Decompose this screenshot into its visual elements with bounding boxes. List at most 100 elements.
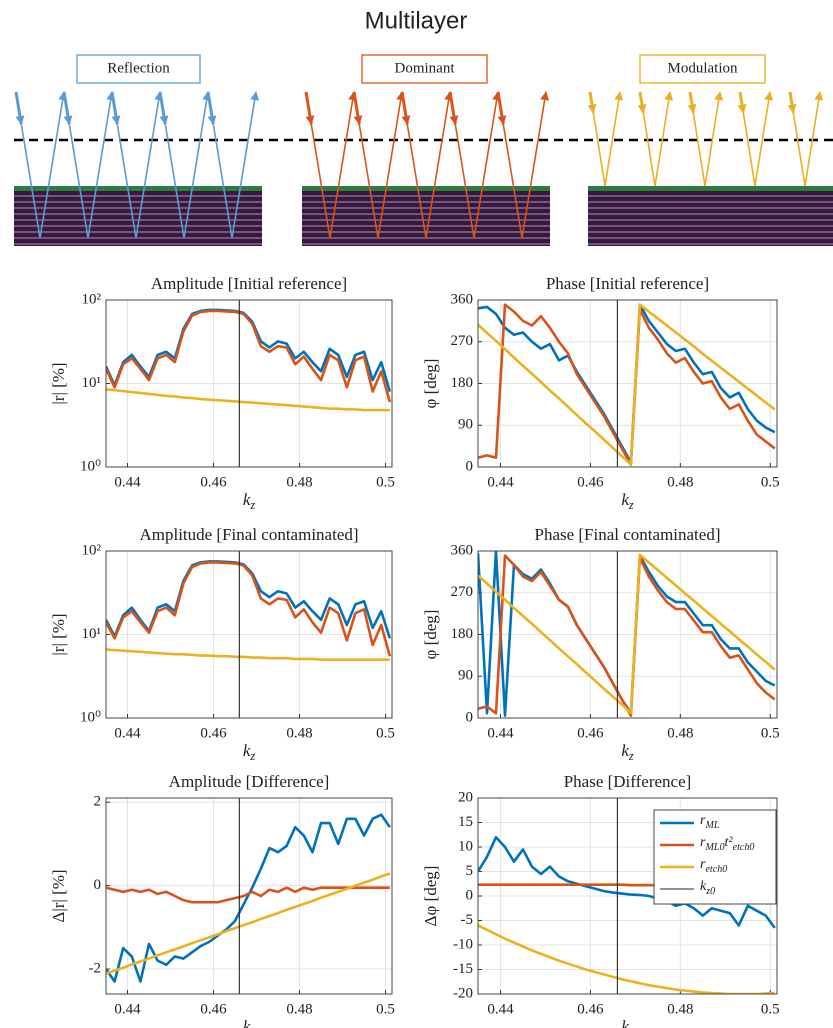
- incident-ray: [454, 123, 475, 239]
- y-tick-label: -2: [89, 960, 102, 976]
- y-tick-label: 10²: [82, 542, 102, 558]
- series-line: [478, 303, 776, 466]
- chart: 0.44 0.46 0.48 0.5 0 90 180 270 360 Phase [Initia…: [421, 274, 780, 512]
- y-tick-label: 180: [451, 626, 474, 642]
- x-tick-label: 0.48: [286, 1001, 312, 1017]
- incident-arrow: [206, 91, 217, 126]
- x-tick-label: 0.5: [376, 725, 395, 741]
- x-axis-label: kz: [621, 1017, 634, 1028]
- y-tick-label: 15: [458, 814, 473, 830]
- x-axis-label: kz: [243, 490, 256, 512]
- x-tick-label: 0.46: [577, 474, 604, 490]
- x-axis-label: kz: [243, 1017, 256, 1028]
- y-axis-label: φ [deg]: [421, 610, 440, 660]
- label-box: [361, 54, 488, 84]
- incident-ray: [792, 112, 806, 187]
- legend-label: rML: [700, 813, 720, 831]
- y-tick-label: 10¹: [82, 626, 102, 642]
- y-tick-label: 10⁰: [80, 709, 101, 725]
- incident-ray: [212, 123, 233, 239]
- incident-arrow: [496, 91, 507, 126]
- chart-title: Phase [Final contaminated]: [534, 525, 720, 544]
- incident-ray: [502, 123, 523, 239]
- x-tick-label: 0.48: [667, 474, 693, 490]
- series-group: [106, 551, 392, 718]
- series-line: [106, 872, 391, 975]
- plot-frame: [477, 797, 778, 995]
- chart: 0.44 0.46 0.48 0.5 -20 -15 -10 -5 0 5 10 15 20 Phase …: [421, 772, 780, 1028]
- x-tick-label: 0.48: [667, 1001, 693, 1017]
- series-group: [106, 798, 391, 994]
- y-axis-label: Δφ [deg]: [421, 866, 440, 927]
- legend-box: [653, 809, 777, 905]
- incident-arrow: [14, 91, 25, 126]
- incident-ray: [310, 123, 331, 239]
- x-tick-label: 0.5: [376, 1001, 395, 1017]
- x-tick-label: 0.46: [200, 725, 227, 741]
- cap-layer: [14, 186, 262, 191]
- y-tick-label: 20: [458, 789, 473, 805]
- cap-layer: [302, 186, 550, 191]
- y-tick-label: 90: [458, 668, 473, 684]
- y-tick-label: 2: [94, 794, 102, 810]
- cap-layer: [588, 186, 833, 191]
- y-tick-label: 360: [451, 542, 474, 558]
- incident-arrow: [637, 91, 647, 114]
- x-tick-label: 0.5: [761, 725, 780, 741]
- chart-title: Phase [Difference]: [564, 772, 692, 791]
- incident-arrow: [687, 91, 697, 114]
- reflected-ray: [654, 91, 674, 187]
- chart-title: Phase [Initial reference]: [546, 274, 709, 293]
- y-tick-label: 10²: [82, 291, 102, 307]
- incident-ray: [742, 112, 756, 187]
- x-tick-label: 0.46: [577, 1001, 604, 1017]
- y-tick-label: 0: [466, 458, 474, 474]
- x-tick-label: 0.48: [286, 725, 312, 741]
- series-line: [478, 303, 776, 466]
- x-tick-label: 0.48: [667, 725, 693, 741]
- x-tick-label: 0.44: [114, 1001, 141, 1017]
- y-tick-label: 270: [451, 584, 474, 600]
- diagram-label: Modulation: [668, 60, 738, 76]
- y-axis-label: Δ|r| [%]: [49, 869, 68, 922]
- diagram: [14, 91, 833, 246]
- x-tick-label: 0.44: [487, 1001, 514, 1017]
- x-axis-label: kz: [243, 741, 256, 763]
- incident-ray: [116, 123, 137, 239]
- label-box: [76, 54, 201, 84]
- legend-label: retch0: [700, 857, 727, 875]
- y-tick-label: 90: [458, 417, 473, 433]
- reflected-ray: [87, 91, 116, 239]
- incident-ray: [406, 123, 427, 239]
- figure-title: Multilayer: [365, 7, 468, 34]
- reflected-ray: [704, 91, 724, 187]
- x-tick-label: 0.5: [761, 474, 780, 490]
- y-tick-label: 5: [466, 863, 474, 879]
- incident-ray: [164, 123, 185, 239]
- y-tick-label: -5: [461, 912, 474, 928]
- y-tick-label: 0: [466, 887, 474, 903]
- reflected-ray: [754, 91, 774, 187]
- chart-title: Amplitude [Difference]: [169, 772, 330, 791]
- incident-ray: [692, 112, 706, 187]
- x-tick-label: 0.44: [114, 725, 141, 741]
- y-tick-label: -20: [453, 985, 473, 1001]
- plot-frame: [477, 299, 778, 468]
- x-axis-label: kz: [621, 490, 634, 512]
- reflected-ray: [473, 91, 502, 239]
- reflected-ray: [377, 91, 406, 239]
- series-line: [106, 813, 391, 983]
- incident-arrow: [737, 91, 747, 114]
- incident-arrow: [304, 91, 315, 126]
- x-axis-label: kz: [621, 741, 634, 763]
- series-line: [478, 553, 776, 715]
- reflected-ray: [231, 91, 260, 239]
- plot-frame: [105, 797, 393, 995]
- incident-arrow: [158, 91, 169, 126]
- y-tick-label: -10: [453, 936, 473, 952]
- chart: 0.44 0.46 0.48 0.5 10⁰ 10¹ 10² Amplitude [Final…: [49, 525, 395, 763]
- incident-ray: [592, 112, 606, 187]
- series-line: [106, 309, 392, 403]
- y-tick-label: 0: [466, 709, 474, 725]
- multilayer: [588, 186, 833, 246]
